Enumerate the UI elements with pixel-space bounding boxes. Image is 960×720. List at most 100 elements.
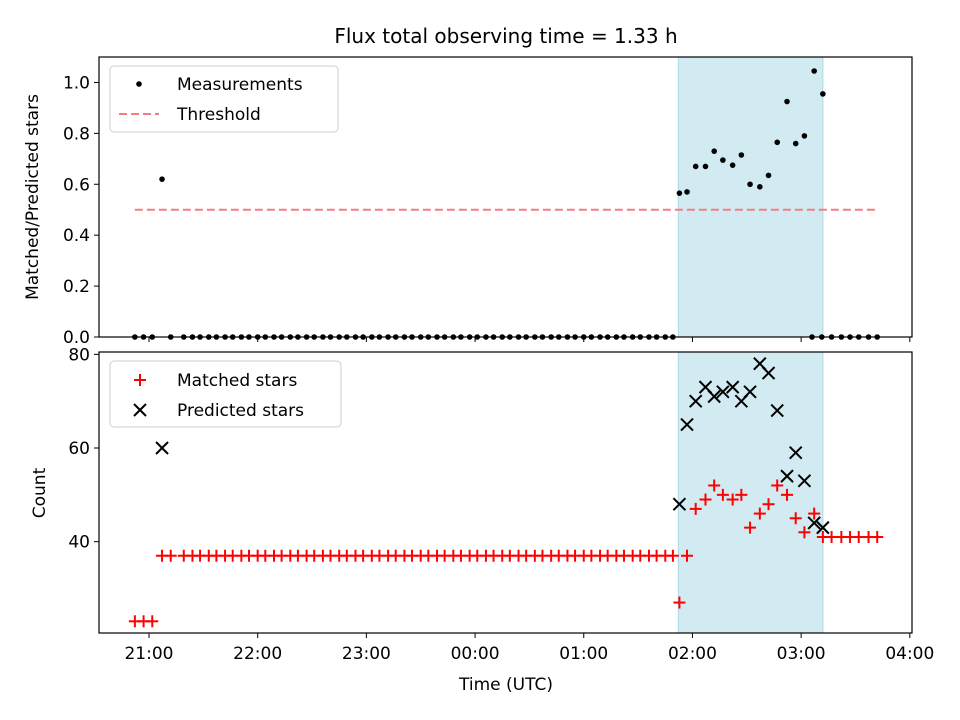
predicted-point xyxy=(672,497,687,511)
counts-legend: Matched stars Predicted stars xyxy=(109,360,342,428)
measurement-point xyxy=(159,176,165,182)
predicted-point xyxy=(689,394,703,408)
y-tick-label: 60 xyxy=(68,439,90,459)
measurement-point xyxy=(711,148,717,154)
observing-window-shade xyxy=(677,56,824,338)
x-tick-label: 23:00 xyxy=(342,644,391,664)
y-tick-label: 0.4 xyxy=(63,226,90,246)
predicted-point xyxy=(788,445,803,460)
legend-matched-label: Matched stars xyxy=(177,371,297,391)
legend-matched-marker xyxy=(134,374,146,386)
predicted-point xyxy=(816,520,830,535)
matched-point xyxy=(781,488,794,501)
predicted-point xyxy=(770,403,784,418)
matched-point xyxy=(708,479,721,492)
x-tick-label: 01:00 xyxy=(559,644,608,664)
matched-point xyxy=(744,521,757,534)
y-tick-label: 1.0 xyxy=(63,73,90,93)
x-tick-label: 00:00 xyxy=(451,644,500,664)
y-tick-label: 80 xyxy=(68,345,90,365)
ratio-legend: Measurements Threshold xyxy=(109,65,339,133)
predicted-point xyxy=(797,474,812,488)
measurement-point xyxy=(765,172,772,179)
predicted-point xyxy=(716,385,730,399)
legend-measurements-label: Measurements xyxy=(177,75,303,95)
ratio-x-ticks xyxy=(148,337,911,342)
predicted-point xyxy=(780,469,794,483)
measurement-point xyxy=(684,189,690,195)
matched-point xyxy=(681,549,694,562)
legend-predicted-marker xyxy=(133,403,147,417)
predicted-point xyxy=(761,366,776,380)
y-tick-label: 40 xyxy=(68,533,90,553)
matched-point xyxy=(146,615,159,628)
counts-y-ticks: 40 60 80 xyxy=(68,345,99,553)
measurement-point xyxy=(811,68,817,74)
matched-point xyxy=(726,493,739,506)
predicted-point xyxy=(155,441,169,455)
matched-point xyxy=(789,512,802,525)
y-tick-label: 0.8 xyxy=(63,124,90,144)
measurement-point xyxy=(676,190,683,196)
ratio-axes-frame xyxy=(98,56,913,338)
ratio-panel: 0.0 0.2 0.4 0.6 0.8 1.0 Matched/Predicted sta… xyxy=(23,56,913,348)
shaded-interval xyxy=(677,351,824,634)
matched-point xyxy=(716,488,729,501)
matched-point xyxy=(808,507,821,520)
y-tick-label: 0.2 xyxy=(63,277,90,297)
x-tick-label: 22:00 xyxy=(233,644,282,664)
shaded-interval xyxy=(677,56,824,338)
counts-x-ticks: 21:00 22:00 23:00 00:00 01:00 02:00 03:00 04:00 xyxy=(124,633,934,664)
counts-series xyxy=(128,357,884,628)
matched-point xyxy=(689,502,702,515)
measurements-series xyxy=(132,68,881,340)
matched-point xyxy=(871,530,884,543)
matched-point xyxy=(762,498,775,511)
ratio-y-ticks: 0.0 0.2 0.4 0.6 0.8 1.0 xyxy=(63,73,99,348)
measurement-point xyxy=(747,181,753,188)
measurement-point xyxy=(738,152,745,158)
measurement-point xyxy=(792,140,799,147)
counts-legend-box xyxy=(109,360,342,428)
legend-measurements-marker xyxy=(136,81,142,87)
measurement-point xyxy=(692,163,699,170)
matched-point xyxy=(699,493,712,506)
legend-threshold-label: Threshold xyxy=(176,105,261,125)
counts-axes-frame xyxy=(98,351,913,634)
matched-stars-series xyxy=(128,479,884,628)
matched-point xyxy=(666,549,679,562)
x-tick-label: 04:00 xyxy=(885,644,934,664)
predicted-point xyxy=(680,417,694,432)
ratio-series xyxy=(132,68,881,340)
matched-point xyxy=(798,526,811,539)
x-tick-label: 02:00 xyxy=(668,644,717,664)
ratio-legend-box xyxy=(109,65,339,133)
matched-point xyxy=(164,549,177,562)
x-tick-label: 21:00 xyxy=(124,644,173,664)
measurement-point xyxy=(720,157,726,163)
predicted-stars-series xyxy=(155,357,830,535)
matched-point xyxy=(753,507,766,520)
measurement-point xyxy=(784,98,790,105)
x-tick-label: 03:00 xyxy=(777,644,826,664)
matched-point xyxy=(735,488,748,501)
x-axis-label: Time (UTC) xyxy=(458,675,553,695)
predicted-point xyxy=(807,516,821,530)
measurement-point xyxy=(801,133,808,139)
predicted-point xyxy=(707,389,721,404)
ratio-y-axis-label: Matched/Predicted stars xyxy=(23,94,43,300)
counts-y-axis-label: Count xyxy=(30,467,50,518)
predicted-point xyxy=(725,380,740,394)
measurement-point xyxy=(757,184,763,190)
y-tick-label: 0.6 xyxy=(63,175,90,195)
matched-point xyxy=(771,479,784,492)
measurement-point xyxy=(729,162,736,168)
matched-point xyxy=(673,596,686,609)
predicted-point xyxy=(743,385,757,399)
measurement-point xyxy=(774,139,781,146)
measurement-point xyxy=(702,163,709,170)
observing-window-shade xyxy=(677,351,824,634)
chart-title: Flux total observing time = 1.33 h xyxy=(334,24,677,48)
y-tick-label: 0.0 xyxy=(63,328,90,348)
